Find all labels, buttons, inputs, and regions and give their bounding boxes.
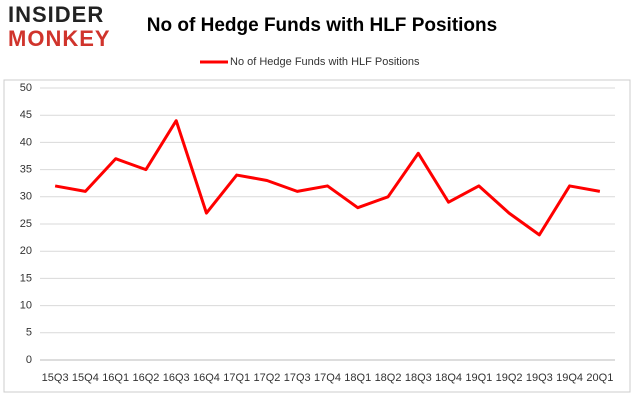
x-tick-label: 17Q3 <box>284 372 311 384</box>
y-tick-label: 20 <box>20 245 32 257</box>
x-tick-label: 16Q4 <box>193 372 220 384</box>
logo-line1: INSIDER <box>8 2 104 27</box>
y-tick-label: 45 <box>20 109 32 121</box>
x-tick-label: 15Q4 <box>72 372 99 384</box>
x-tick-label: 16Q2 <box>132 372 159 384</box>
logo-line2: MONKEY <box>8 26 111 51</box>
x-tick-label: 19Q1 <box>465 372 492 384</box>
x-tick-label: 18Q1 <box>344 372 371 384</box>
y-tick-label: 35 <box>20 164 32 176</box>
x-tick-label: 17Q1 <box>223 372 250 384</box>
x-tick-label: 16Q1 <box>102 372 129 384</box>
data-line <box>54 119 601 237</box>
x-tick-label: 16Q3 <box>163 372 190 384</box>
plot-frame <box>3 79 631 393</box>
y-tick-label: 50 <box>20 82 32 94</box>
y-tick-label: 10 <box>20 300 32 312</box>
y-tick-label: 0 <box>26 354 32 366</box>
x-tick-label: 15Q3 <box>42 372 69 384</box>
legend-label: No of Hedge Funds with HLF Positions <box>230 56 420 68</box>
x-tick-label: 17Q2 <box>254 372 281 384</box>
x-tick-label: 19Q4 <box>556 372 583 384</box>
x-tick-label: 19Q3 <box>526 372 553 384</box>
x-tick-label: 19Q2 <box>496 372 523 384</box>
y-tick-label: 5 <box>26 327 32 339</box>
y-tick-label: 15 <box>20 272 32 284</box>
x-tick-label: 18Q4 <box>435 372 462 384</box>
y-tick-label: 40 <box>20 136 32 148</box>
chart-title: No of Hedge Funds with HLF Positions <box>147 15 497 36</box>
y-tick-label: 25 <box>20 218 32 230</box>
x-tick-label: 18Q2 <box>375 372 402 384</box>
y-tick-label: 30 <box>20 191 32 203</box>
x-tick-label: 20Q1 <box>586 372 613 384</box>
x-tick-label: 18Q3 <box>405 372 432 384</box>
x-tick-label: 17Q4 <box>314 372 341 384</box>
